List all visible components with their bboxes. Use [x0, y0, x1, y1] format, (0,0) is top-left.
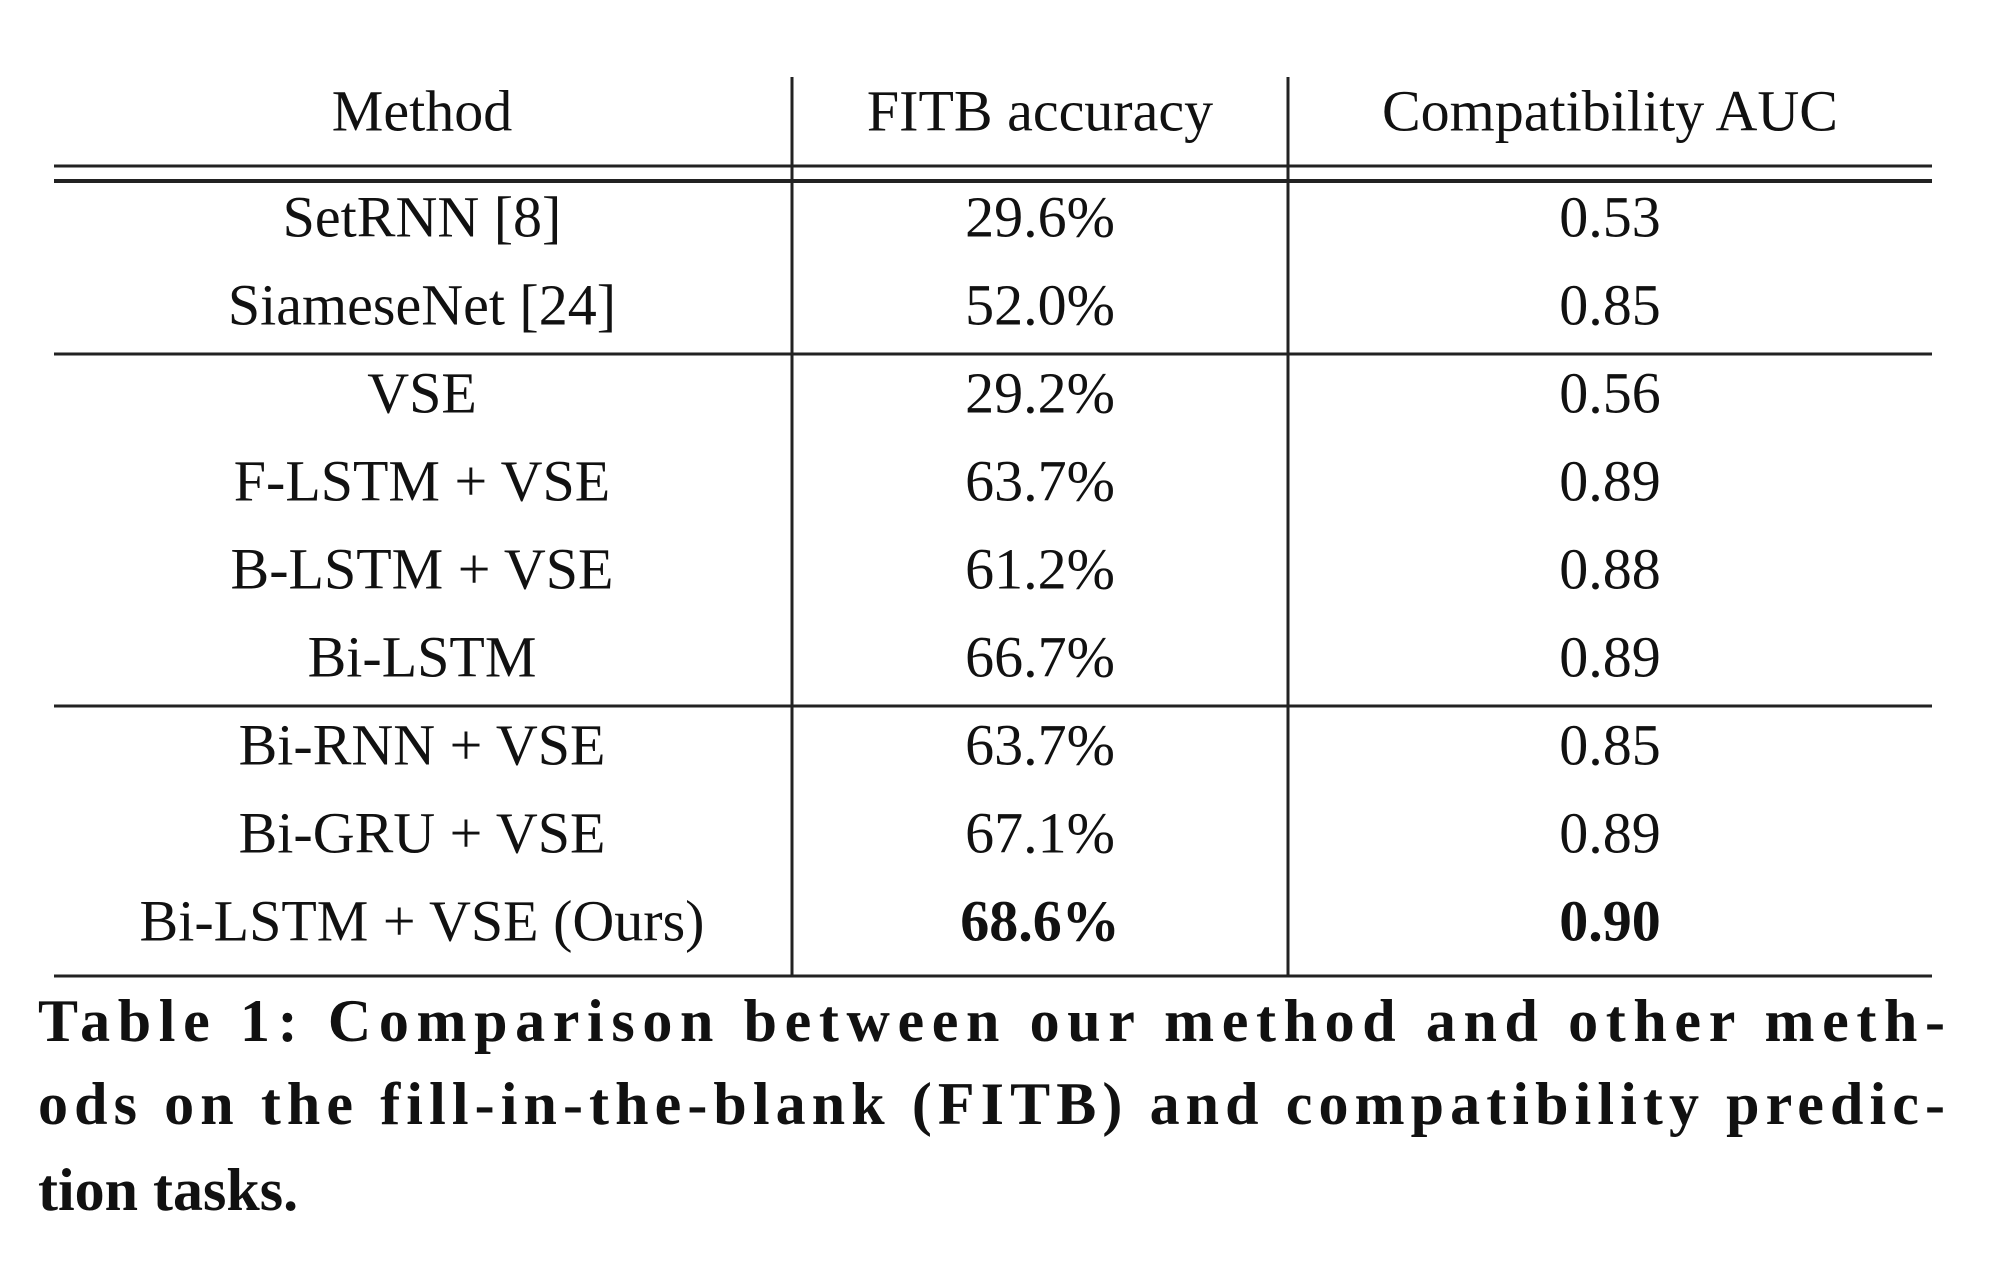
value-cell: 63.7%	[965, 712, 1115, 777]
caption-line: tion tasks.	[38, 1157, 298, 1223]
method-cell: B-LSTM + VSE	[231, 536, 614, 601]
method-cell: SiameseNet [24]	[228, 272, 616, 337]
caption-line: Table 1: Comparison between our method a…	[38, 988, 1945, 1054]
caption-line: ods on the fill-in-the-blank (FITB) and …	[38, 1071, 1945, 1137]
value-cell: 0.89	[1559, 448, 1661, 513]
value-cell: 66.7%	[965, 624, 1115, 689]
value-cell: 0.89	[1559, 624, 1661, 689]
value-cell: 63.7%	[965, 448, 1115, 513]
value-cell: 0.56	[1559, 360, 1661, 425]
value-cell: 61.2%	[965, 536, 1115, 601]
column-header: Compatibility AUC	[1382, 78, 1838, 143]
method-cell: F-LSTM + VSE	[234, 448, 611, 513]
column-header: FITB accuracy	[867, 78, 1213, 143]
method-cell: VSE	[367, 360, 477, 425]
value-cell: 67.1%	[965, 800, 1115, 865]
value-cell: 29.2%	[965, 360, 1115, 425]
value-cell: 0.53	[1559, 184, 1661, 249]
value-cell: 0.90	[1559, 888, 1661, 953]
method-cell: Bi-RNN + VSE	[239, 712, 606, 777]
value-cell: 0.88	[1559, 536, 1661, 601]
method-cell: SetRNN [8]	[283, 184, 562, 249]
value-cell: 68.6%	[960, 888, 1120, 953]
value-cell: 0.89	[1559, 800, 1661, 865]
method-cell: Bi-GRU + VSE	[239, 800, 606, 865]
column-header: Method	[332, 78, 512, 143]
value-cell: 0.85	[1559, 712, 1661, 777]
method-cell: Bi-LSTM + VSE (Ours)	[140, 888, 705, 953]
method-cell: Bi-LSTM	[308, 624, 537, 689]
value-cell: 0.85	[1559, 272, 1661, 337]
value-cell: 52.0%	[965, 272, 1115, 337]
value-cell: 29.6%	[965, 184, 1115, 249]
